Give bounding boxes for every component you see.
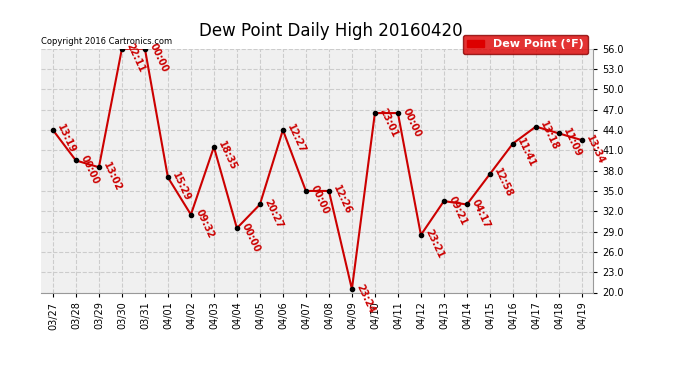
Text: 23:01: 23:01 xyxy=(377,106,400,138)
Text: 20:27: 20:27 xyxy=(262,198,284,230)
Text: 13:19: 13:19 xyxy=(55,123,77,155)
Text: Dew Point Daily High 20160420: Dew Point Daily High 20160420 xyxy=(199,22,463,40)
Text: Copyright 2016 Cartronics.com: Copyright 2016 Cartronics.com xyxy=(41,38,172,46)
Text: 12:58: 12:58 xyxy=(492,167,515,200)
Text: 13:02: 13:02 xyxy=(101,160,124,193)
Text: 12:26: 12:26 xyxy=(331,184,353,216)
Text: 15:29: 15:29 xyxy=(170,171,193,203)
Legend: Dew Point (°F): Dew Point (°F) xyxy=(463,35,588,54)
Text: 00:00: 00:00 xyxy=(400,106,422,138)
Text: 23:21: 23:21 xyxy=(423,228,445,260)
Text: 12:27: 12:27 xyxy=(285,123,307,155)
Text: 09:21: 09:21 xyxy=(446,194,469,226)
Text: 11:09: 11:09 xyxy=(561,126,583,159)
Text: 09:32: 09:32 xyxy=(193,208,215,240)
Text: 22:11: 22:11 xyxy=(124,42,146,74)
Text: 13:34: 13:34 xyxy=(584,133,607,165)
Text: 13:18: 13:18 xyxy=(538,120,560,152)
Text: 04:17: 04:17 xyxy=(469,198,491,230)
Text: 00:00: 00:00 xyxy=(147,42,169,74)
Text: 00:00: 00:00 xyxy=(239,221,262,254)
Text: 23:24: 23:24 xyxy=(354,282,376,315)
Text: 00:00: 00:00 xyxy=(308,184,331,216)
Text: 00:00: 00:00 xyxy=(78,153,100,186)
Text: 18:35: 18:35 xyxy=(216,140,239,172)
Text: 11:41: 11:41 xyxy=(515,136,538,169)
